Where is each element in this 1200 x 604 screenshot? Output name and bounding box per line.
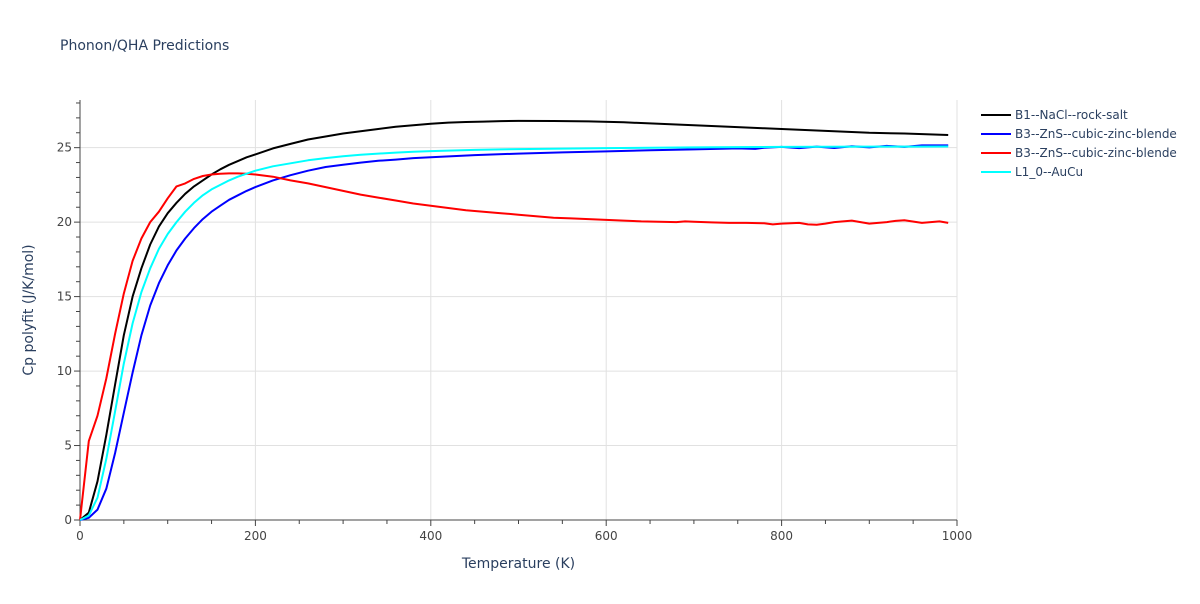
x-tick-label: 600	[595, 529, 618, 543]
y-tick-label: 15	[57, 290, 72, 304]
series-line-4[interactable]	[79, 145, 949, 521]
series-line-1[interactable]	[79, 119, 949, 521]
legend-item[interactable]: B3--ZnS--cubic-zinc-blende	[981, 127, 1177, 141]
x-tick-label: 200	[244, 529, 267, 543]
legend-label: B1--NaCl--rock-salt	[1015, 108, 1128, 122]
y-tick-label: 20	[57, 215, 72, 229]
series-lines	[79, 119, 949, 521]
legend-item[interactable]: B3--ZnS--cubic-zinc-blende	[981, 146, 1177, 160]
legend-label: L1_0--AuCu	[1015, 165, 1083, 179]
chart-title: Phonon/QHA Predictions	[60, 38, 229, 54]
gridlines	[80, 100, 958, 520]
y-axis-title: Cp polyfit (J/K/mol)	[21, 244, 37, 375]
series-line-3[interactable]	[79, 172, 949, 521]
y-tick-label: 10	[57, 364, 72, 378]
legend-label: B3--ZnS--cubic-zinc-blende	[1015, 127, 1177, 141]
x-axis-title: Temperature (K)	[461, 556, 575, 572]
x-tick-label: 0	[76, 529, 84, 543]
legend[interactable]: B1--NaCl--rock-salt B3--ZnS--cubic-zinc-b…	[981, 108, 1177, 179]
legend-item[interactable]: L1_0--AuCu	[981, 165, 1083, 179]
y-tick-label: 25	[57, 141, 72, 155]
x-tick-label: 400	[419, 529, 442, 543]
x-tick-label: 1000	[942, 529, 973, 543]
x-tick-label: 800	[770, 529, 793, 543]
series-line-2[interactable]	[79, 144, 949, 521]
legend-item[interactable]: B1--NaCl--rock-salt	[981, 108, 1128, 122]
legend-label: B3--ZnS--cubic-zinc-blende	[1015, 146, 1177, 160]
axes: 0 200 400 600 800 1000 0 5 10 15 20 25	[57, 100, 973, 543]
y-tick-label: 0	[64, 513, 72, 527]
y-tick-label: 5	[64, 439, 72, 453]
